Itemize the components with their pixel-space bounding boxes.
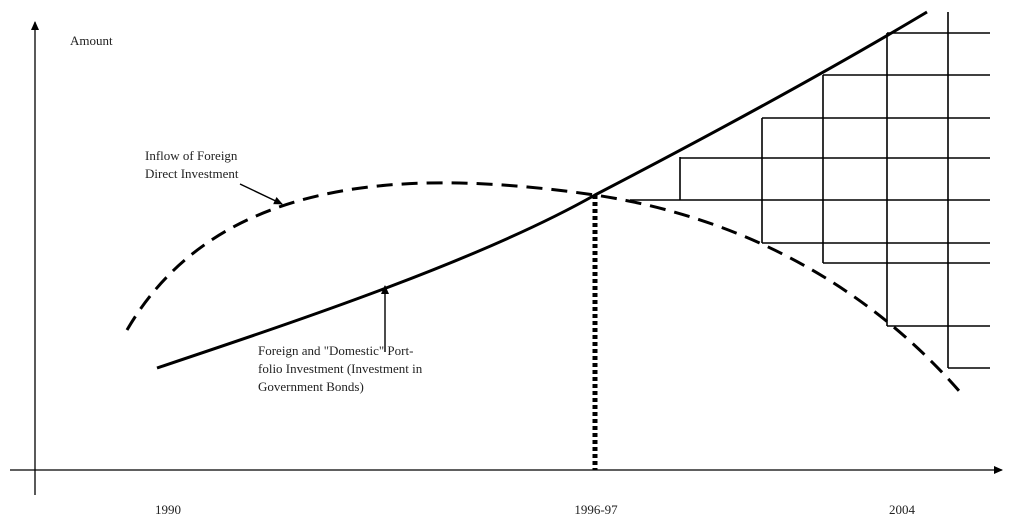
fdi-arrow [239, 183, 283, 205]
x-label: 2004 [889, 502, 916, 517]
annotation: Inflow of Foreign [145, 148, 238, 163]
annotation: Direct Investment [145, 166, 239, 181]
x-label: 1996-97 [574, 502, 618, 517]
hatched-region [630, 12, 990, 369]
annotation: folio Investment (Investment in [258, 361, 423, 376]
annotation: Foreign and "Domestic" Port- [258, 343, 413, 358]
annotation: Government Bonds) [258, 379, 364, 394]
x-label: 1990 [155, 502, 181, 517]
fdi-curve [125, 181, 962, 393]
portfolio-curve [156, 10, 928, 370]
y-axis-label: Amount [70, 33, 113, 48]
